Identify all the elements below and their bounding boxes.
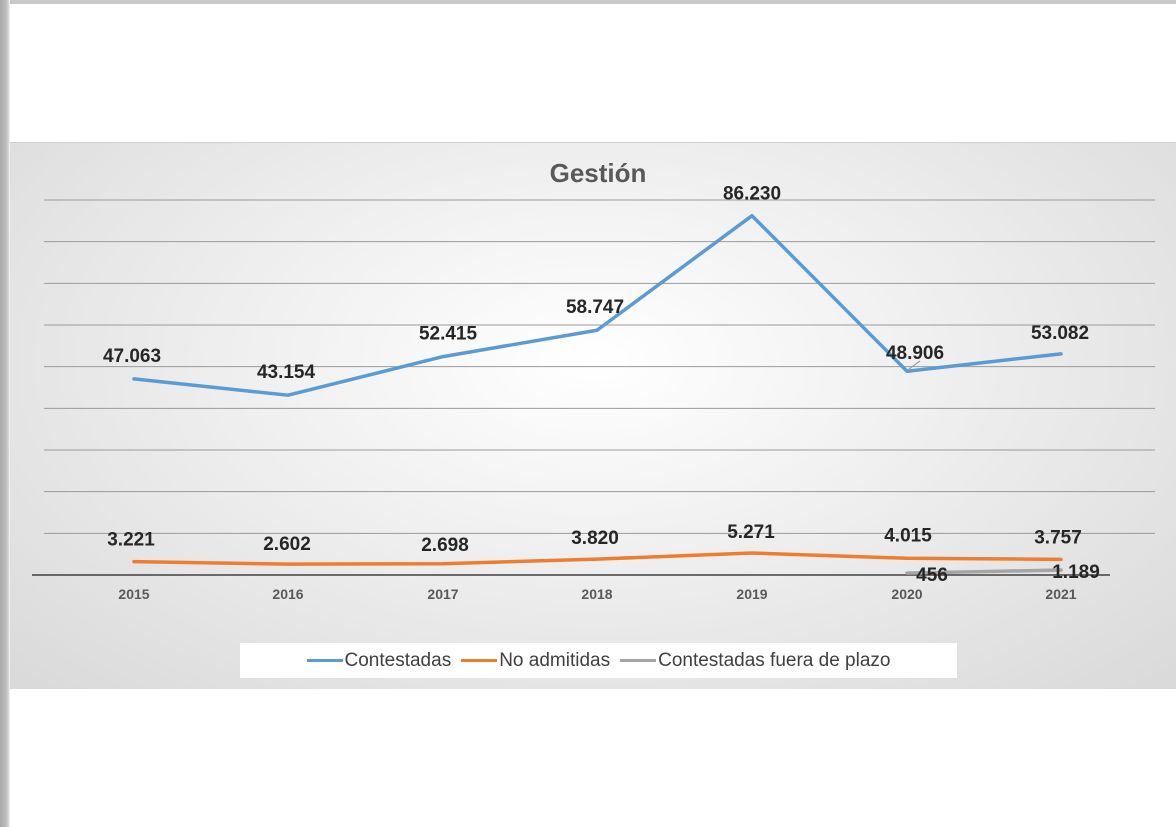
data-label: 456	[916, 565, 948, 586]
data-label: 4.015	[884, 525, 932, 546]
x-tick-label: 2017	[427, 586, 458, 602]
series-line-0	[132, 213, 1063, 397]
data-label: 52.415	[419, 324, 478, 345]
x-tick-label: 2019	[736, 586, 767, 602]
data-label: 48.906	[886, 343, 944, 364]
data-label: 2.602	[263, 534, 311, 555]
legend-item-no-admitidas: No admitidas	[461, 650, 610, 672]
window-left-edge	[0, 0, 10, 827]
data-label: 3.221	[107, 530, 155, 551]
data-label: 2.698	[421, 535, 469, 556]
legend-swatch-fuera-de-plazo	[620, 659, 657, 662]
data-label: 3.757	[1034, 527, 1082, 548]
data-label: 1.189	[1052, 562, 1100, 583]
legend-swatch-no-admitidas	[461, 659, 498, 662]
x-tick-label: 2015	[118, 586, 149, 602]
data-label: 47.063	[103, 346, 161, 367]
data-label: 5.271	[727, 522, 775, 543]
label-leader-line	[908, 360, 921, 370]
series-line-2	[905, 568, 1063, 575]
legend-item-contestadas: Contestadas	[306, 649, 452, 672]
x-tick-label: 2020	[891, 586, 922, 602]
legend-label-contestadas: Contestadas	[344, 649, 452, 671]
data-label: 86.230	[723, 184, 781, 205]
legend-item-fuera-de-plazo: Contestadas fuera de plazo	[620, 650, 890, 672]
x-tick-label: 2021	[1045, 586, 1076, 602]
series-line-1	[132, 551, 1063, 566]
data-label: 3.820	[571, 528, 619, 549]
data-label: 43.154	[257, 362, 316, 383]
window-top-edge	[0, 0, 1176, 4]
x-tick-label: 2016	[272, 586, 303, 602]
chart-legend: Contestadas No admitidas Contestadas fue…	[240, 643, 957, 678]
legend-label-no-admitidas: No admitidas	[499, 649, 611, 671]
data-label: 58.747	[566, 297, 624, 318]
chart-title: Gestión	[550, 158, 647, 188]
legend-swatch-contestadas	[306, 659, 343, 662]
data-label: 53.082	[1031, 323, 1089, 344]
legend-label-fuera-de-plazo: Contestadas fuera de plazo	[658, 649, 891, 671]
chart-area	[10, 142, 1176, 689]
x-tick-label: 2018	[581, 586, 612, 602]
